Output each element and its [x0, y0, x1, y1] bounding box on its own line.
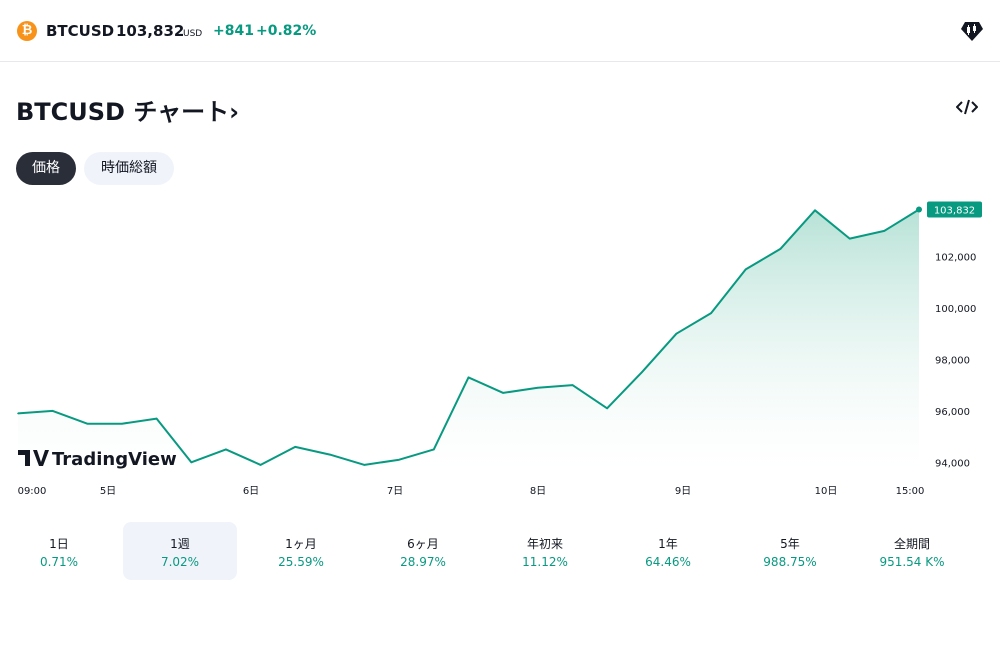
- period-change-value: 64.46%: [645, 555, 691, 569]
- price-point: [467, 376, 470, 379]
- period-change-value: 28.97%: [400, 555, 446, 569]
- period-option[interactable]: 全期間 951.54 K%: [855, 522, 969, 580]
- y-tick-label: 94,000: [935, 458, 970, 469]
- period-option[interactable]: 年初来 11.12%: [488, 522, 602, 580]
- period-label: 1日: [49, 537, 69, 551]
- price-change-absolute: +841: [213, 23, 254, 39]
- tradingview-logo-icon: [18, 450, 49, 466]
- price-point: [571, 384, 574, 386]
- period-option[interactable]: 1年 64.46%: [611, 522, 725, 580]
- price-point: [294, 446, 297, 448]
- x-tick-label: 6日: [243, 486, 259, 497]
- period-label: 1ヶ月: [285, 537, 317, 551]
- price-point: [848, 237, 851, 240]
- tradingview-brand-icon[interactable]: [960, 20, 984, 42]
- x-tick-label: 9日: [675, 486, 691, 497]
- price-point: [259, 464, 262, 466]
- y-tick-label: 102,000: [935, 253, 976, 264]
- price-point: [606, 407, 608, 410]
- price-point: [814, 209, 816, 212]
- period-selector: 1日 0.71% 1週 7.02% 1ヶ月 25.59% 6ヶ月 28.97% 年初来 11.12…: [16, 522, 1000, 580]
- price-point: [744, 268, 747, 271]
- period-option[interactable]: 1ヶ月 25.59%: [244, 522, 358, 580]
- price-point: [363, 464, 366, 466]
- price-area-fill: [18, 209, 919, 470]
- last-price-badge: [927, 201, 982, 218]
- embed-code-icon[interactable]: [956, 98, 978, 116]
- period-label: 1年: [658, 537, 678, 551]
- price-point: [225, 448, 227, 451]
- tab-market-cap[interactable]: 時価総額: [84, 152, 174, 185]
- price-point: [640, 371, 643, 374]
- x-tick-label: 5日: [100, 486, 116, 497]
- period-change-value: 951.54 K%: [879, 555, 945, 569]
- x-tick-label: 7日: [387, 486, 403, 497]
- bitcoin-icon: ₿: [17, 21, 37, 41]
- price-change-percent: +0.82%: [256, 23, 317, 39]
- symbol-header: ₿ BTCUSD 103,832 USD +841 +0.82%: [0, 0, 1000, 62]
- y-tick-label: 98,000: [935, 355, 970, 366]
- period-label: 1週: [170, 537, 190, 551]
- currency-label: USD: [183, 29, 203, 39]
- y-tick-label: 96,000: [935, 407, 970, 418]
- price-point: [121, 422, 123, 425]
- last-price: 103,832: [116, 22, 185, 40]
- x-tick-label: 09:00: [18, 486, 47, 497]
- price-point: [155, 417, 158, 420]
- price-point: [190, 461, 193, 464]
- chart-title-link[interactable]: BTCUSD チャート›: [16, 98, 239, 126]
- price-point: [329, 453, 331, 456]
- price-point: [398, 458, 400, 461]
- last-price-badge-label: 103,832: [934, 205, 975, 216]
- x-tick-label: 15:00: [896, 486, 925, 497]
- price-point: [17, 412, 19, 415]
- y-tick-label: 100,000: [935, 304, 976, 315]
- period-option[interactable]: 1日 0.71%: [2, 522, 116, 580]
- price-point: [433, 448, 435, 451]
- price-point: [537, 386, 539, 389]
- last-price-point: [916, 206, 922, 213]
- price-point: [710, 312, 712, 314]
- period-label: 全期間: [893, 537, 930, 551]
- tab-price[interactable]: 価格: [16, 152, 76, 185]
- symbol-name[interactable]: BTCUSD: [46, 22, 115, 40]
- price-point: [86, 422, 89, 425]
- price-point: [51, 410, 54, 412]
- price-point: [883, 230, 886, 232]
- price-point: [502, 392, 504, 394]
- period-option[interactable]: 6ヶ月 28.97%: [366, 522, 480, 580]
- x-tick-label: 8日: [530, 486, 546, 497]
- period-change-value: 0.71%: [39, 555, 79, 569]
- period-label: 5年: [780, 537, 800, 551]
- tradingview-watermark: TradingView: [52, 449, 177, 470]
- period-label: 年初来: [526, 537, 563, 551]
- period-option[interactable]: 5年 988.75%: [733, 522, 847, 580]
- period-change-value: 988.75%: [763, 555, 817, 569]
- x-tick-label: 10日: [815, 486, 838, 497]
- period-label: 6ヶ月: [407, 537, 439, 551]
- period-change-value: 7.02%: [160, 555, 200, 569]
- price-point: [675, 332, 678, 335]
- period-change-value: 25.59%: [278, 555, 324, 569]
- period-change-value: 11.12%: [522, 555, 568, 569]
- price-point: [779, 248, 782, 250]
- period-option[interactable]: 1週 7.02%: [123, 522, 237, 580]
- price-chart[interactable]: 94,000 96,000 98,000 100,000 102,000 103,832 0…: [0, 180, 1000, 510]
